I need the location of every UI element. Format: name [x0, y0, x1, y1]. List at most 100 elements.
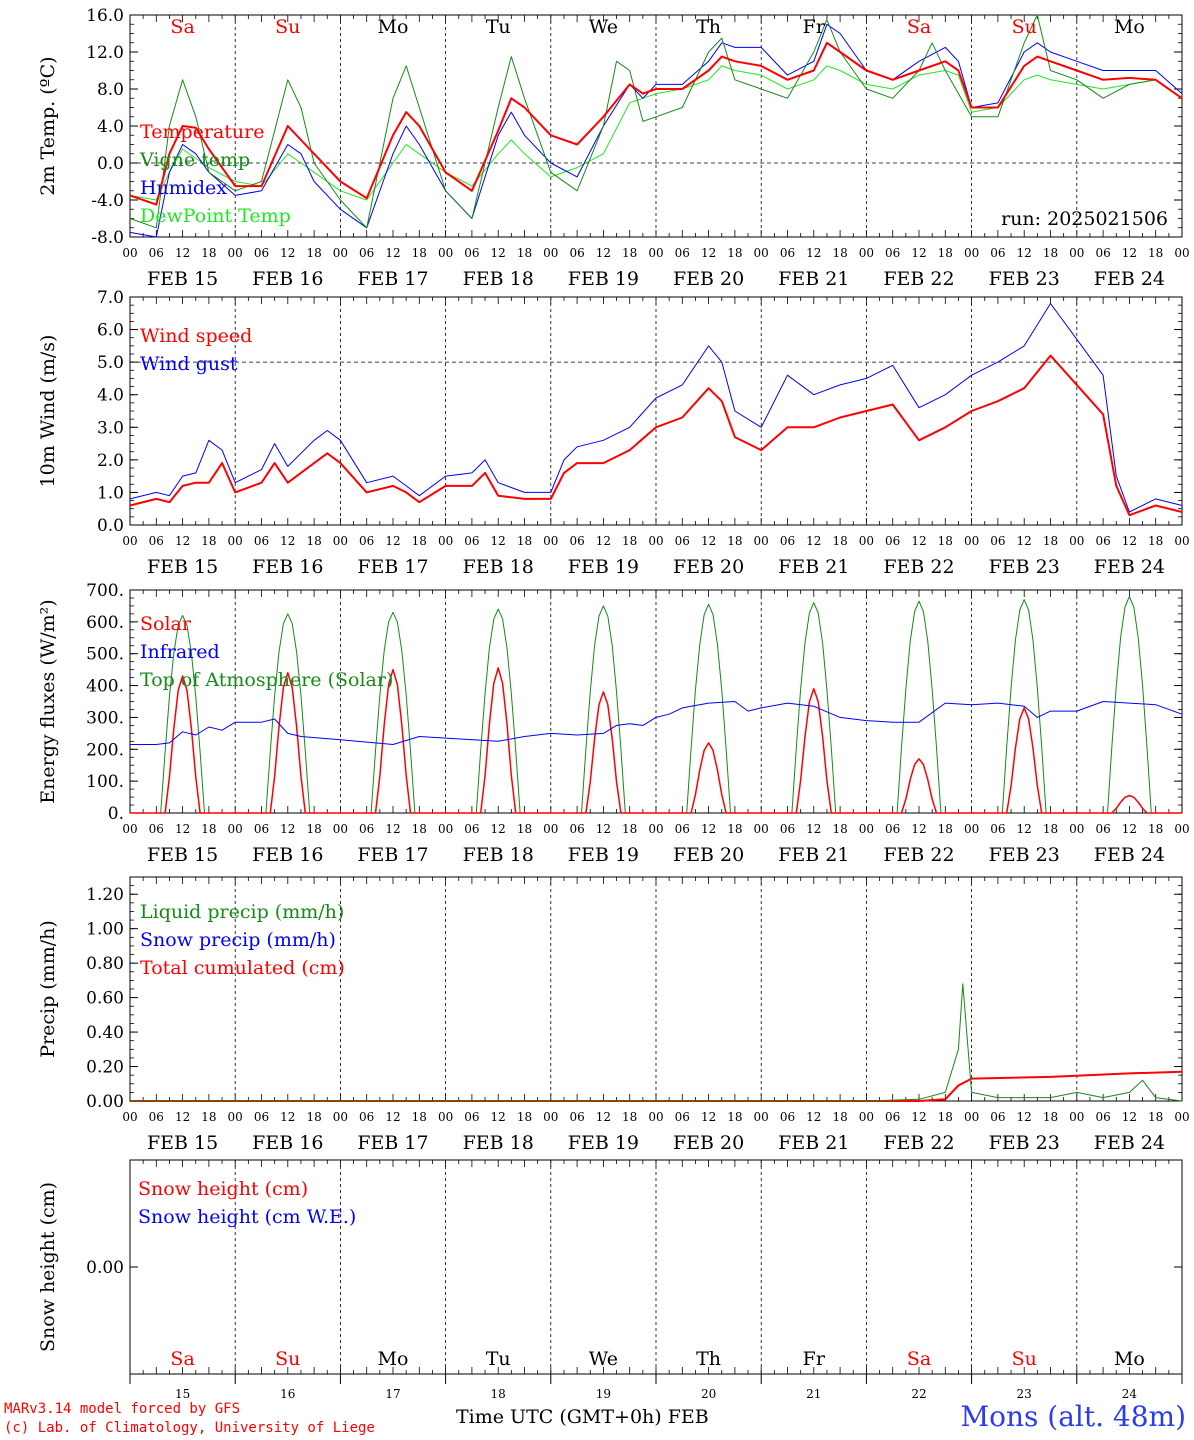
- legend-entry: Snow height (cm W.E.): [138, 1206, 356, 1228]
- hour-tick-label: 12: [175, 246, 190, 260]
- hour-tick-label: 00: [1174, 822, 1189, 836]
- hour-tick-label: 00: [964, 534, 979, 548]
- hour-tick-label: 06: [675, 534, 690, 548]
- y-tick-label: 0.0: [97, 516, 124, 536]
- date-label: FEB 21: [778, 1132, 849, 1154]
- hour-tick-label: 06: [675, 246, 690, 260]
- hour-tick-label: 12: [806, 1110, 821, 1124]
- date-label: FEB 24: [1094, 556, 1165, 578]
- y-tick-label: 0.20: [86, 1058, 124, 1078]
- hour-tick-label: 12: [1017, 822, 1032, 836]
- day-number: 18: [491, 1387, 506, 1401]
- day-number: 15: [175, 1387, 190, 1401]
- hour-tick-label: 00: [964, 246, 979, 260]
- hour-tick-label: 12: [1122, 246, 1137, 260]
- date-label: FEB 17: [357, 844, 428, 866]
- hour-tick-label: 06: [990, 246, 1005, 260]
- hour-tick-label: 12: [806, 822, 821, 836]
- hour-tick-label: 12: [911, 246, 926, 260]
- hour-tick-label: 18: [412, 1110, 427, 1124]
- hour-tick-label: 12: [385, 534, 400, 548]
- y-tick-label: 7.0: [97, 288, 124, 308]
- date-label: FEB 15: [147, 1132, 218, 1154]
- y-tick-label: 0.80: [86, 954, 124, 974]
- hour-tick-label: 12: [596, 534, 611, 548]
- hour-tick-label: 06: [990, 534, 1005, 548]
- hour-tick-label: 00: [964, 1110, 979, 1124]
- hour-tick-label: 18: [306, 1110, 321, 1124]
- hour-tick-label: 18: [727, 1110, 742, 1124]
- date-label: FEB 17: [357, 556, 428, 578]
- hour-tick-label: 12: [491, 1110, 506, 1124]
- hour-tick-label: 12: [280, 246, 295, 260]
- hour-tick-label: 18: [201, 246, 216, 260]
- date-label: FEB 21: [778, 556, 849, 578]
- date-label: FEB 15: [147, 268, 218, 290]
- hour-tick-label: 00: [122, 822, 137, 836]
- hour-tick-label: 12: [491, 822, 506, 836]
- hour-tick-label: 00: [1069, 1110, 1084, 1124]
- infrared-line: [130, 701, 1183, 745]
- hour-tick-label: 18: [1043, 246, 1058, 260]
- y-tick-label: 400.: [86, 677, 124, 697]
- legend-entry: Wind speed: [140, 325, 252, 347]
- y-tick-label: 0.60: [86, 989, 124, 1009]
- weekday-label-bottom: Sa: [170, 1348, 194, 1370]
- plot-frame-3: [129, 589, 1183, 814]
- y-tick-label: 500.: [86, 645, 124, 665]
- hour-tick-label: 12: [911, 1110, 926, 1124]
- hour-tick-label: 06: [464, 534, 479, 548]
- y-tick-label: -4.0: [91, 191, 124, 211]
- hour-tick-label: 00: [648, 534, 663, 548]
- y-tick-label: 12.0: [86, 43, 124, 63]
- hour-tick-label: 12: [1122, 1110, 1137, 1124]
- hour-tick-label: 12: [701, 822, 716, 836]
- y-tick-label: 600.: [86, 613, 124, 633]
- date-label: FEB 22: [883, 268, 954, 290]
- date-label: FEB 18: [463, 556, 534, 578]
- hour-tick-label: 06: [254, 534, 269, 548]
- hour-tick-label: 00: [438, 534, 453, 548]
- hour-tick-label: 00: [859, 1110, 874, 1124]
- hour-tick-label: 18: [622, 246, 637, 260]
- hour-tick-label: 18: [727, 822, 742, 836]
- legend-entry: Solar: [140, 613, 192, 635]
- hour-tick-label: 06: [780, 822, 795, 836]
- hour-tick-label: 06: [885, 534, 900, 548]
- hour-tick-label: 12: [280, 534, 295, 548]
- hour-tick-label: 18: [201, 822, 216, 836]
- hour-tick-label: 12: [596, 1110, 611, 1124]
- day-number: 24: [1122, 1387, 1138, 1401]
- hour-tick-label: 12: [1122, 822, 1137, 836]
- hour-tick-label: 12: [491, 246, 506, 260]
- y-tick-label: 5.0: [97, 353, 124, 373]
- hour-tick-label: 00: [438, 246, 453, 260]
- series-line-1: [129, 354, 1183, 517]
- weekday-label-bottom: We: [589, 1348, 618, 1370]
- date-label: FEB 16: [252, 844, 323, 866]
- weekday-label-bottom: Sa: [907, 1348, 931, 1370]
- date-label: FEB 19: [568, 556, 639, 578]
- hour-tick-label: 18: [306, 534, 321, 548]
- series-line-1: [129, 41, 1183, 206]
- y-tick-label: 1.20: [86, 885, 124, 905]
- hour-tick-label: 00: [228, 1110, 243, 1124]
- date-label: FEB 16: [252, 268, 323, 290]
- hour-tick-label: 12: [280, 822, 295, 836]
- weekday-label-bottom: Fr: [803, 1348, 826, 1370]
- hour-tick-label: 06: [149, 246, 164, 260]
- hour-tick-label: 18: [622, 822, 637, 836]
- hour-tick-label: 06: [254, 1110, 269, 1124]
- y-tick-label: 700.: [86, 581, 124, 601]
- hour-tick-label: 00: [648, 246, 663, 260]
- hour-tick-label: 06: [990, 822, 1005, 836]
- month-label: FEB: [667, 1406, 709, 1428]
- hour-tick-label: 12: [175, 534, 190, 548]
- hour-tick-label: 00: [1174, 1110, 1189, 1124]
- hour-tick-label: 00: [543, 822, 558, 836]
- date-label: FEB 24: [1094, 844, 1165, 866]
- run-annotation: run: 2025021506: [1001, 208, 1168, 230]
- hour-tick-label: 18: [412, 246, 427, 260]
- legend-entry: Total cumulated (cm): [140, 957, 345, 979]
- hour-tick-label: 18: [306, 246, 321, 260]
